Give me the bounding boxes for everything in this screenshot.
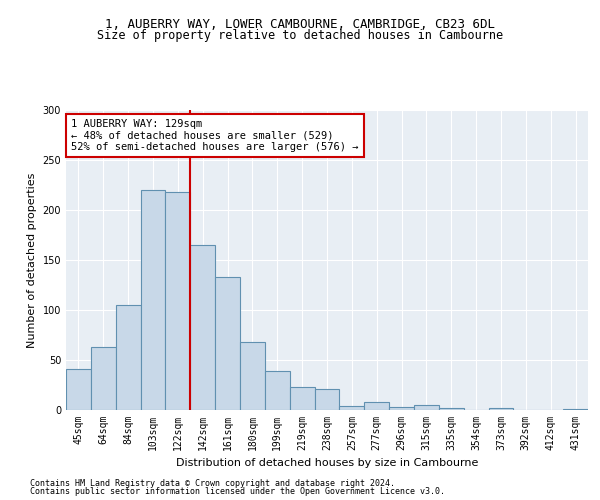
X-axis label: Distribution of detached houses by size in Cambourne: Distribution of detached houses by size … [176,458,478,468]
Text: 1 AUBERRY WAY: 129sqm
← 48% of detached houses are smaller (529)
52% of semi-det: 1 AUBERRY WAY: 129sqm ← 48% of detached … [71,119,359,152]
Bar [91,347,116,410]
Bar [563,409,588,410]
Text: Contains public sector information licensed under the Open Government Licence v3: Contains public sector information licen… [30,487,445,496]
Bar [364,402,389,410]
Bar [215,277,240,410]
Text: 1, AUBERRY WAY, LOWER CAMBOURNE, CAMBRIDGE, CB23 6DL: 1, AUBERRY WAY, LOWER CAMBOURNE, CAMBRID… [105,18,495,30]
Bar [314,389,340,410]
Bar [66,369,91,410]
Text: Size of property relative to detached houses in Cambourne: Size of property relative to detached ho… [97,29,503,42]
Bar [290,387,314,410]
Bar [340,406,364,410]
Bar [140,190,166,410]
Bar [439,408,464,410]
Y-axis label: Number of detached properties: Number of detached properties [27,172,37,348]
Bar [389,407,414,410]
Bar [488,408,514,410]
Bar [190,245,215,410]
Bar [265,371,290,410]
Bar [414,405,439,410]
Bar [240,342,265,410]
Bar [166,192,190,410]
Bar [116,305,140,410]
Text: Contains HM Land Registry data © Crown copyright and database right 2024.: Contains HM Land Registry data © Crown c… [30,478,395,488]
